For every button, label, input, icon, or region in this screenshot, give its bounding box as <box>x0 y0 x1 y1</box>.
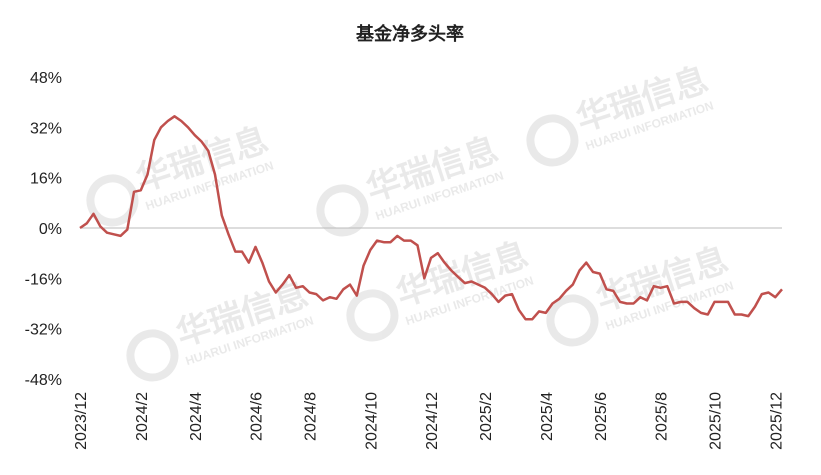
watermark-logo <box>316 184 369 237</box>
x-tick-label: 2024/8 <box>303 392 320 441</box>
watermark-logo <box>126 329 179 382</box>
chart-title: 基金净多头率 <box>355 23 464 44</box>
x-tick-label: 2024/12 <box>424 392 441 450</box>
y-tick-label: -48% <box>25 372 62 389</box>
y-tick-label: 48% <box>30 70 62 87</box>
y-tick-label: -32% <box>25 322 62 339</box>
series-line <box>79 115 783 321</box>
x-tick-label: 2025/12 <box>768 392 785 450</box>
x-tick-label: 2023/12 <box>73 392 90 450</box>
x-tick-label: 2025/2 <box>478 392 495 441</box>
x-tick-label: 2024/4 <box>188 392 205 441</box>
watermark-logo <box>346 289 399 342</box>
x-tick-label: 2024/2 <box>134 392 151 441</box>
x-tick-label: 2025/6 <box>593 392 610 441</box>
x-tick-label: 2025/8 <box>654 392 671 441</box>
x-tick-label: 2024/6 <box>249 392 266 441</box>
y-tick-label: 16% <box>30 171 62 188</box>
y-tick-label: 0% <box>39 221 62 238</box>
x-tick-label: 2025/4 <box>539 392 556 441</box>
x-tick-label: 2025/10 <box>708 392 725 450</box>
watermark-logo <box>546 294 599 347</box>
y-tick-label: 32% <box>30 120 62 137</box>
y-tick-label: -16% <box>25 271 62 288</box>
watermark-logo <box>526 114 579 167</box>
x-tick-label: 2024/10 <box>363 392 380 450</box>
